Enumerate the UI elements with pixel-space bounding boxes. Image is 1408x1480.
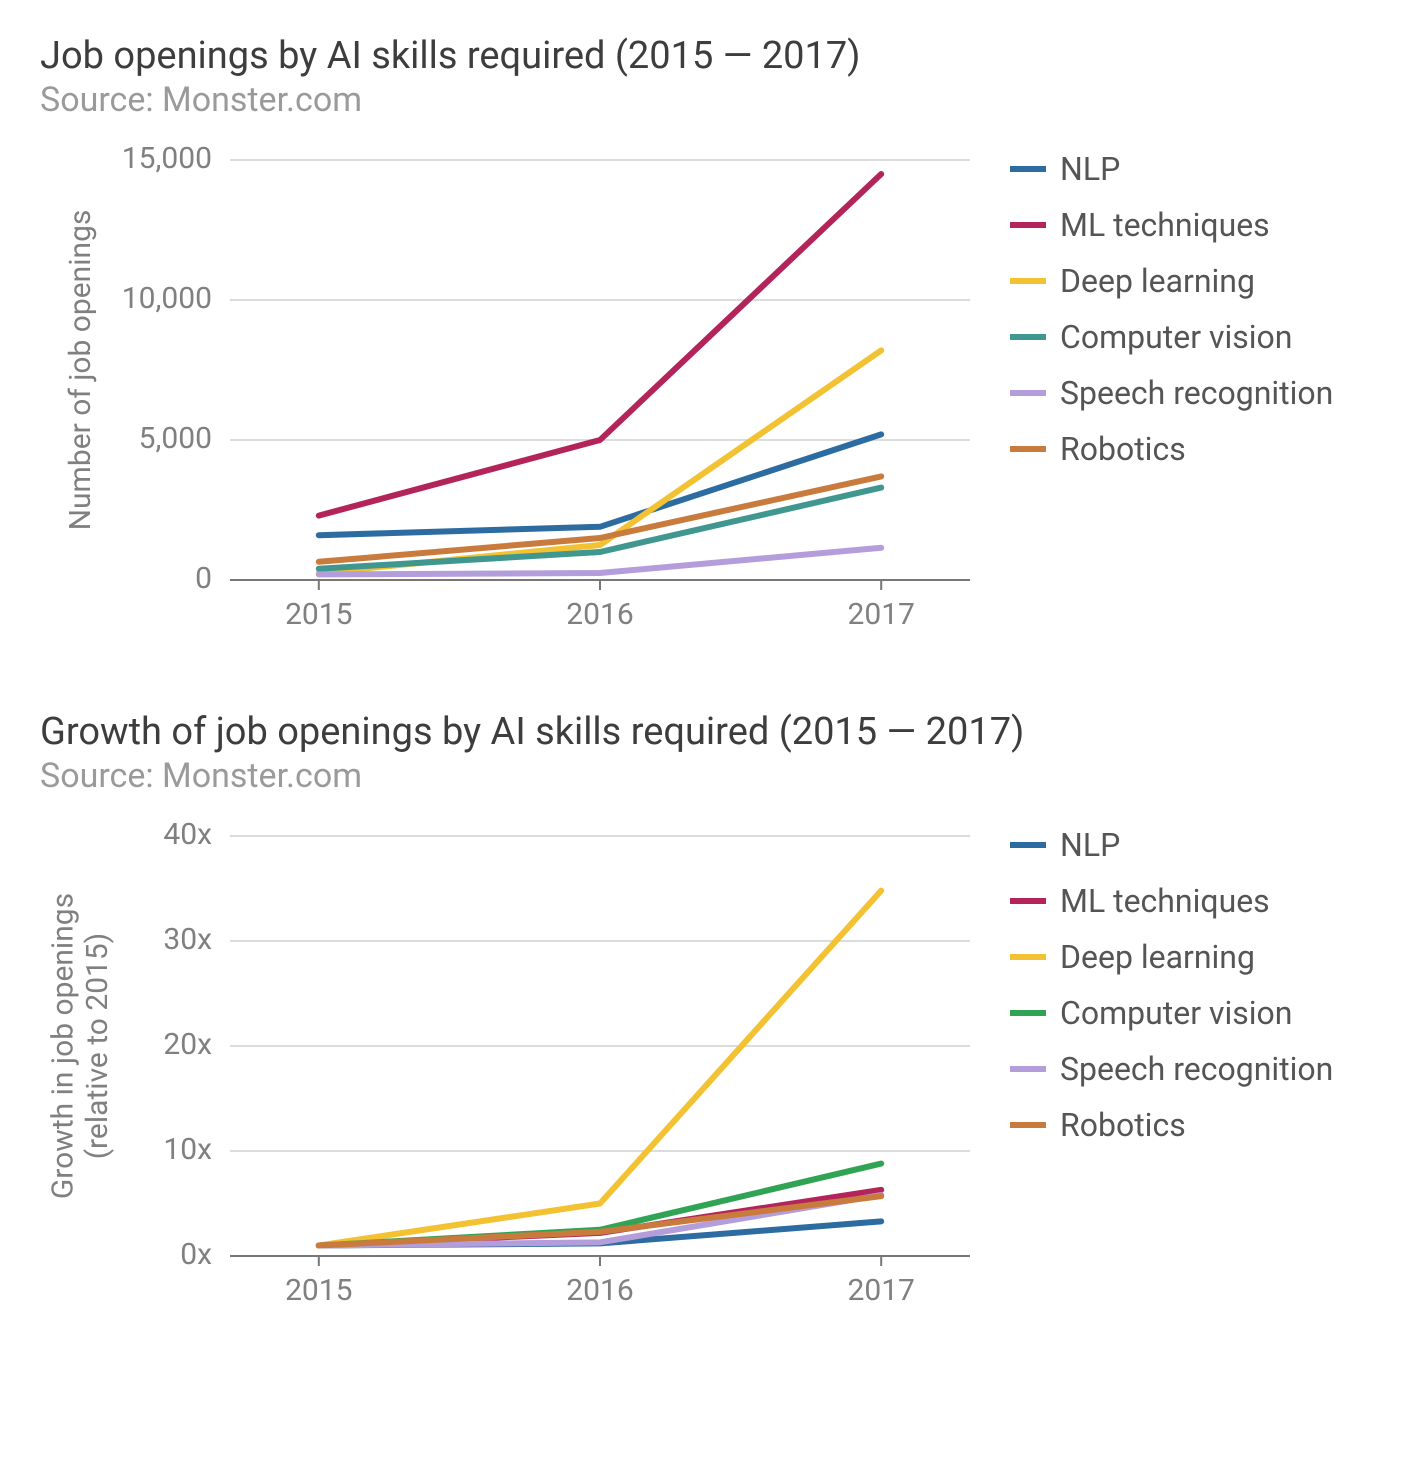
- svg-text:(relative to 2015): (relative to 2015): [80, 933, 115, 1159]
- legend-label: Deep learning: [1060, 938, 1255, 976]
- panel-body: 0x 10x 20x 30x 40x 2015 2016 2017 Growth in job …: [40, 806, 1368, 1326]
- legend-swatch: [1010, 842, 1046, 848]
- y-tick-label: 30x: [163, 922, 212, 957]
- legend-item: Computer vision: [1010, 318, 1333, 356]
- legend-swatch: [1010, 1066, 1046, 1072]
- legend-label: Robotics: [1060, 1106, 1186, 1144]
- legend-item: NLP: [1010, 150, 1333, 188]
- legend-item: ML techniques: [1010, 206, 1333, 244]
- chart-subtitle: Source: Monster.com: [40, 80, 1368, 120]
- y-tick-label: 10,000: [122, 281, 212, 316]
- legend-swatch: [1010, 898, 1046, 904]
- y-tick-label: 5,000: [139, 421, 212, 456]
- legend-label: NLP: [1060, 826, 1120, 864]
- y-tick-label: 40x: [163, 817, 212, 852]
- chart-subtitle: Source: Monster.com: [40, 756, 1368, 796]
- y-tick-label: 15,000: [122, 141, 212, 176]
- legend-label: Robotics: [1060, 430, 1186, 468]
- chart-growth-legend: NLP ML techniques Deep learning Computer vi…: [990, 806, 1333, 1162]
- chart-openings-plot: 0 5,000 10,000 15,000 2015 2016 2017 Number of …: [40, 130, 990, 650]
- legend-label: Computer vision: [1060, 994, 1292, 1032]
- x-tick-label: 2015: [285, 597, 352, 632]
- legend-label: Speech recognition: [1060, 1050, 1333, 1088]
- y-tick-label: 0: [195, 561, 212, 596]
- legend-swatch: [1010, 166, 1046, 172]
- legend-swatch: [1010, 1122, 1046, 1128]
- chart-openings-svg: 0 5,000 10,000 15,000 2015 2016 2017 Number of …: [40, 130, 990, 650]
- y-tick-label: 20x: [163, 1027, 212, 1062]
- legend-item: Computer vision: [1010, 994, 1333, 1032]
- x-tick-label: 2016: [566, 1273, 633, 1308]
- svg-text:Number of job openings: Number of job openings: [63, 210, 98, 531]
- panel-body: 0 5,000 10,000 15,000 2015 2016 2017 Number of …: [40, 130, 1368, 650]
- legend-label: Speech recognition: [1060, 374, 1333, 412]
- legend-swatch: [1010, 222, 1046, 228]
- legend-swatch: [1010, 1010, 1046, 1016]
- chart-title: Job openings by AI skills required (2015…: [40, 34, 1368, 78]
- legend-item: Speech recognition: [1010, 1050, 1333, 1088]
- x-tick-label: 2017: [847, 597, 914, 632]
- x-tick-label: 2017: [847, 1273, 914, 1308]
- legend-item: ML techniques: [1010, 882, 1333, 920]
- legend-swatch: [1010, 334, 1046, 340]
- legend-item: Robotics: [1010, 430, 1333, 468]
- legend-swatch: [1010, 278, 1046, 284]
- legend-swatch: [1010, 446, 1046, 452]
- chart-openings-panel: Job openings by AI skills required (2015…: [40, 34, 1368, 650]
- legend-item: NLP: [1010, 826, 1333, 864]
- chart-openings-legend: NLP ML techniques Deep learning Computer vi…: [990, 130, 1333, 486]
- series-line: [319, 434, 881, 535]
- chart-growth-panel: Growth of job openings by AI skills requ…: [40, 710, 1368, 1326]
- chart-growth-svg: 0x 10x 20x 30x 40x 2015 2016 2017 Growth in job …: [40, 806, 990, 1326]
- legend-label: ML techniques: [1060, 206, 1270, 244]
- y-axis-label: Growth in job openings(relative to 2015): [46, 893, 116, 1199]
- legend-item: Deep learning: [1010, 262, 1333, 300]
- legend-swatch: [1010, 390, 1046, 396]
- series-line: [319, 891, 881, 1246]
- legend-label: Deep learning: [1060, 262, 1255, 300]
- chart-title: Growth of job openings by AI skills requ…: [40, 710, 1368, 754]
- svg-text:Growth in job openings: Growth in job openings: [46, 893, 81, 1199]
- legend-label: NLP: [1060, 150, 1120, 188]
- x-tick-label: 2016: [566, 597, 633, 632]
- legend-item: Robotics: [1010, 1106, 1333, 1144]
- legend-item: Deep learning: [1010, 938, 1333, 976]
- y-tick-label: 10x: [163, 1132, 212, 1167]
- legend-swatch: [1010, 954, 1046, 960]
- y-tick-label: 0x: [180, 1237, 212, 1272]
- series-line: [319, 1190, 881, 1246]
- legend-item: Speech recognition: [1010, 374, 1333, 412]
- x-tick-label: 2015: [285, 1273, 352, 1308]
- y-axis-label: Number of job openings: [63, 210, 98, 531]
- legend-label: Computer vision: [1060, 318, 1292, 356]
- chart-growth-plot: 0x 10x 20x 30x 40x 2015 2016 2017 Growth in job …: [40, 806, 990, 1326]
- legend-label: ML techniques: [1060, 882, 1270, 920]
